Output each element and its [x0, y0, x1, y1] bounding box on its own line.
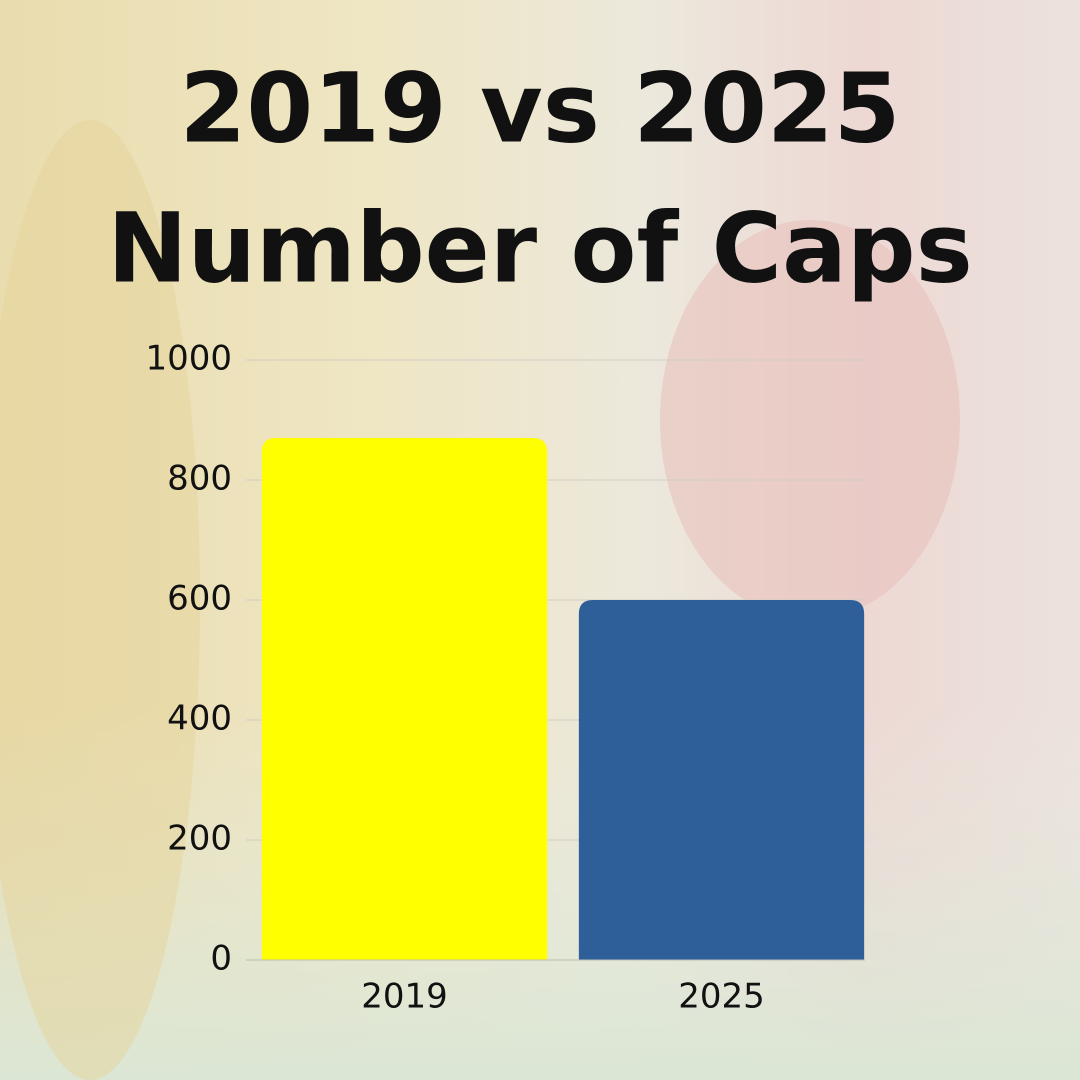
chart-subtitle: Number of Caps [107, 192, 973, 304]
y-tick-label: 200 [167, 819, 232, 859]
x-tick-label: 2025 [678, 977, 765, 1017]
x-tick-label: 2019 [361, 977, 448, 1017]
chart-title: 2019 vs 2025 [180, 52, 901, 164]
bar [261, 438, 548, 960]
y-tick-label: 0 [210, 939, 232, 979]
y-tick-label: 800 [167, 459, 232, 499]
background-figure [660, 220, 960, 620]
y-tick-label: 400 [167, 699, 232, 739]
background-figure [0, 120, 200, 1080]
y-tick-label: 1000 [145, 339, 232, 379]
bar [578, 600, 865, 960]
y-tick-label: 600 [167, 579, 232, 619]
